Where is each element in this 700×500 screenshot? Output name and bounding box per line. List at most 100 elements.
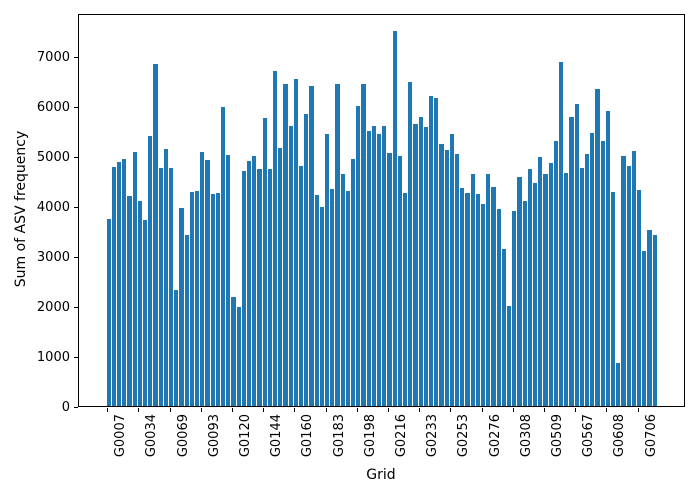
bar	[455, 154, 460, 406]
bar	[137, 201, 142, 406]
bar	[236, 307, 241, 406]
bar	[200, 152, 205, 406]
x-tick-label: G0183	[331, 414, 347, 458]
x-tick-label: G0253	[456, 414, 472, 458]
bar	[122, 158, 127, 406]
bar	[179, 207, 184, 406]
x-tick-label: G0276	[487, 414, 503, 458]
bar	[319, 206, 324, 406]
bar	[330, 189, 335, 406]
bar	[418, 117, 423, 406]
bar	[533, 182, 538, 406]
x-tick-mark	[356, 408, 358, 412]
bar	[299, 166, 304, 406]
x-tick-mark	[388, 408, 389, 412]
bar	[158, 168, 163, 406]
bar	[288, 126, 293, 406]
bar	[252, 156, 257, 406]
x-tick-label: G0120	[238, 414, 253, 458]
bar	[314, 194, 319, 406]
bar	[267, 168, 272, 406]
x-tick-label: G0509	[550, 414, 565, 458]
bar	[241, 171, 246, 406]
bar	[413, 123, 418, 406]
bar	[491, 187, 496, 406]
bar	[382, 125, 387, 406]
x-tick-mark	[606, 408, 608, 412]
x-tick-mark	[325, 408, 327, 412]
x-tick-label: G0706	[643, 414, 659, 458]
bar	[434, 97, 439, 406]
x-tick-mark	[169, 408, 171, 412]
bar	[351, 159, 356, 406]
y-tick-label: 2000	[36, 299, 70, 315]
bar	[527, 169, 532, 406]
x-tick-mark	[481, 408, 483, 412]
bar	[590, 132, 595, 406]
bar	[377, 133, 382, 406]
bar	[429, 95, 434, 406]
bar	[304, 113, 309, 406]
bar	[642, 251, 647, 406]
x-tick-mark	[138, 408, 140, 412]
x-tick-mark	[544, 408, 545, 412]
bar	[184, 235, 189, 406]
x-tick-mark	[512, 408, 514, 412]
bar	[564, 172, 569, 406]
bar	[439, 143, 444, 406]
bar	[559, 61, 564, 406]
bar	[392, 31, 397, 406]
y-tick-label: 4000	[36, 199, 70, 215]
bar	[106, 218, 111, 406]
bar	[444, 150, 449, 406]
x-tick-mark	[637, 408, 639, 412]
bar	[501, 248, 506, 406]
x-tick-label: G0093	[206, 414, 222, 458]
x-tick-label: G0034	[144, 414, 160, 458]
bar	[189, 192, 194, 406]
x-tick-mark	[263, 408, 265, 412]
bar	[163, 148, 168, 406]
y-tick-mark	[74, 256, 78, 258]
bar	[111, 166, 116, 406]
bar	[257, 168, 262, 406]
bar	[226, 154, 231, 406]
bar	[595, 89, 600, 406]
x-tick-label: G0069	[175, 414, 191, 458]
bar	[631, 151, 636, 406]
bar	[148, 136, 153, 406]
bar	[449, 133, 454, 406]
bar	[345, 190, 350, 406]
bar	[247, 161, 252, 406]
y-tick-mark	[74, 206, 78, 208]
bar	[195, 191, 200, 406]
bar	[215, 193, 220, 406]
bar	[621, 156, 626, 406]
y-tick-label: 7000	[36, 49, 70, 65]
bar	[522, 200, 527, 406]
bar	[371, 125, 376, 406]
x-tick-label: G0144	[269, 414, 285, 458]
x-tick-mark	[419, 408, 421, 412]
bar	[600, 141, 605, 406]
y-tick-mark	[74, 356, 78, 358]
bar	[153, 64, 158, 406]
y-tick-label: 6000	[36, 99, 70, 115]
bar	[652, 234, 657, 406]
y-tick-label: 0	[61, 399, 70, 415]
bar	[543, 174, 548, 406]
bar	[616, 363, 621, 406]
y-axis-label: Sum of ASV frequency	[13, 130, 29, 288]
bar	[475, 194, 480, 406]
bar	[548, 162, 553, 406]
bar	[423, 126, 428, 406]
bar	[585, 153, 590, 406]
bar	[127, 195, 132, 406]
bar	[335, 84, 340, 406]
x-tick-label: G0198	[362, 414, 378, 458]
bar	[283, 83, 288, 406]
bar	[507, 305, 512, 406]
bar	[647, 229, 652, 406]
y-tick-label: 3000	[36, 249, 70, 265]
